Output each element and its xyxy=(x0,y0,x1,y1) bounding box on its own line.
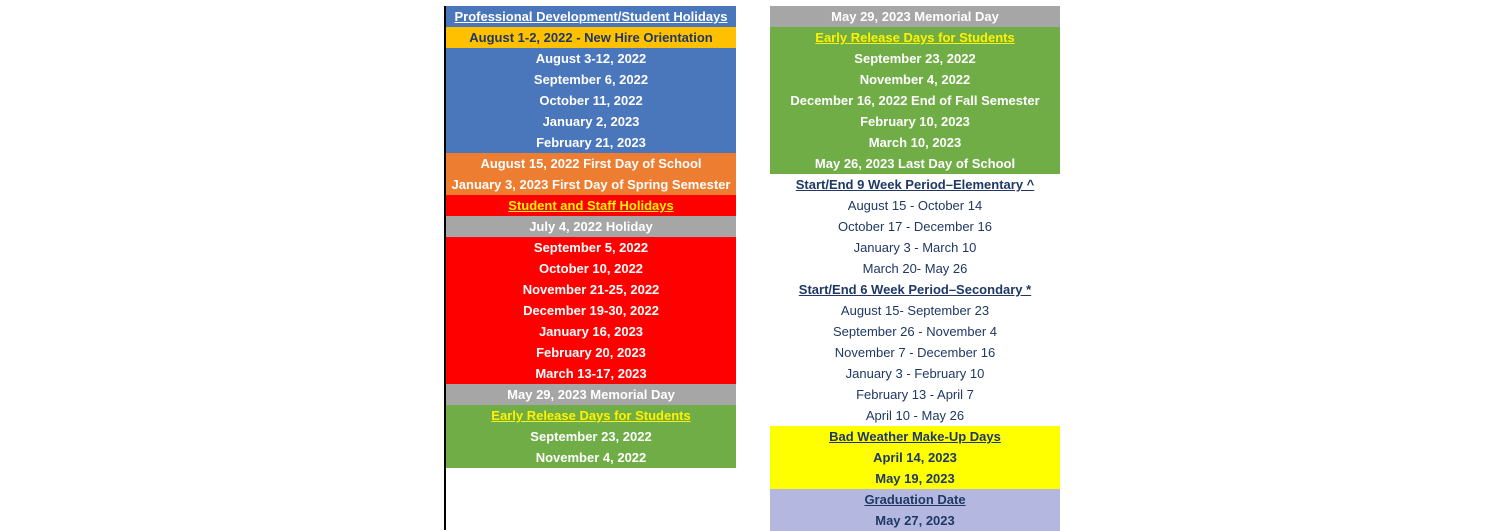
early-release-date: September 23, 2022 xyxy=(446,426,736,447)
early-release-date: September 23, 2022 xyxy=(770,48,1060,69)
holiday-date: March 13-17, 2023 xyxy=(446,363,736,384)
bad-weather-date: May 19, 2023 xyxy=(770,468,1060,489)
six-week-period: April 10 - May 26 xyxy=(770,405,1060,426)
early-release-date: February 10, 2023 xyxy=(770,111,1060,132)
bad-weather-header: Bad Weather Make-Up Days xyxy=(770,426,1060,447)
six-week-period: September 26 - November 4 xyxy=(770,321,1060,342)
six-week-header: Start/End 6 Week Period–Secondary * xyxy=(770,279,1060,300)
nine-week-period: October 17 - December 16 xyxy=(770,216,1060,237)
right-column: May 29, 2023 Memorial Day Early Release … xyxy=(770,6,1060,530)
six-week-period: November 7 - December 16 xyxy=(770,342,1060,363)
july4-row: July 4, 2022 Holiday xyxy=(446,216,736,237)
pd-date: August 3-12, 2022 xyxy=(446,48,736,69)
holiday-date: January 16, 2023 xyxy=(446,321,736,342)
nine-week-period: January 3 - March 10 xyxy=(770,237,1060,258)
pd-header: Professional Development/Student Holiday… xyxy=(446,6,736,27)
early-release-header: Early Release Days for Students xyxy=(770,27,1060,48)
pd-date: October 11, 2022 xyxy=(446,90,736,111)
bad-weather-date: April 14, 2023 xyxy=(770,447,1060,468)
early-release-date: November 4, 2022 xyxy=(770,69,1060,90)
six-week-period: August 15- September 23 xyxy=(770,300,1060,321)
new-hire-row: August 1-2, 2022 - New Hire Orientation xyxy=(446,27,736,48)
first-day-row: August 15, 2022 First Day of School xyxy=(446,153,736,174)
pd-date: February 21, 2023 xyxy=(446,132,736,153)
spring-start-row: January 3, 2023 First Day of Spring Seme… xyxy=(446,174,736,195)
early-release-date: March 10, 2023 xyxy=(770,132,1060,153)
left-column: Professional Development/Student Holiday… xyxy=(444,6,736,530)
six-week-period: January 3 - February 10 xyxy=(770,363,1060,384)
holiday-date: October 10, 2022 xyxy=(446,258,736,279)
pd-date: September 6, 2022 xyxy=(446,69,736,90)
holiday-date: February 20, 2023 xyxy=(446,342,736,363)
pd-date: January 2, 2023 xyxy=(446,111,736,132)
early-release-date: December 16, 2022 End of Fall Semester xyxy=(770,90,1060,111)
memorial-row: May 29, 2023 Memorial Day xyxy=(446,384,736,405)
six-week-period: February 13 - April 7 xyxy=(770,384,1060,405)
holiday-date: September 5, 2022 xyxy=(446,237,736,258)
nine-week-period: March 20- May 26 xyxy=(770,258,1060,279)
early-release-date: May 26, 2023 Last Day of School xyxy=(770,153,1060,174)
holidays-header: Student and Staff Holidays xyxy=(446,195,736,216)
nine-week-header: Start/End 9 Week Period–Elementary ^ xyxy=(770,174,1060,195)
holiday-date: December 19-30, 2022 xyxy=(446,300,736,321)
holiday-date: November 21-25, 2022 xyxy=(446,279,736,300)
early-release-header: Early Release Days for Students xyxy=(446,405,736,426)
memorial-row: May 29, 2023 Memorial Day xyxy=(770,6,1060,27)
graduation-header: Graduation Date xyxy=(770,489,1060,510)
early-release-date: November 4, 2022 xyxy=(446,447,736,468)
nine-week-period: August 15 - October 14 xyxy=(770,195,1060,216)
graduation-date: May 27, 2023 xyxy=(770,510,1060,531)
